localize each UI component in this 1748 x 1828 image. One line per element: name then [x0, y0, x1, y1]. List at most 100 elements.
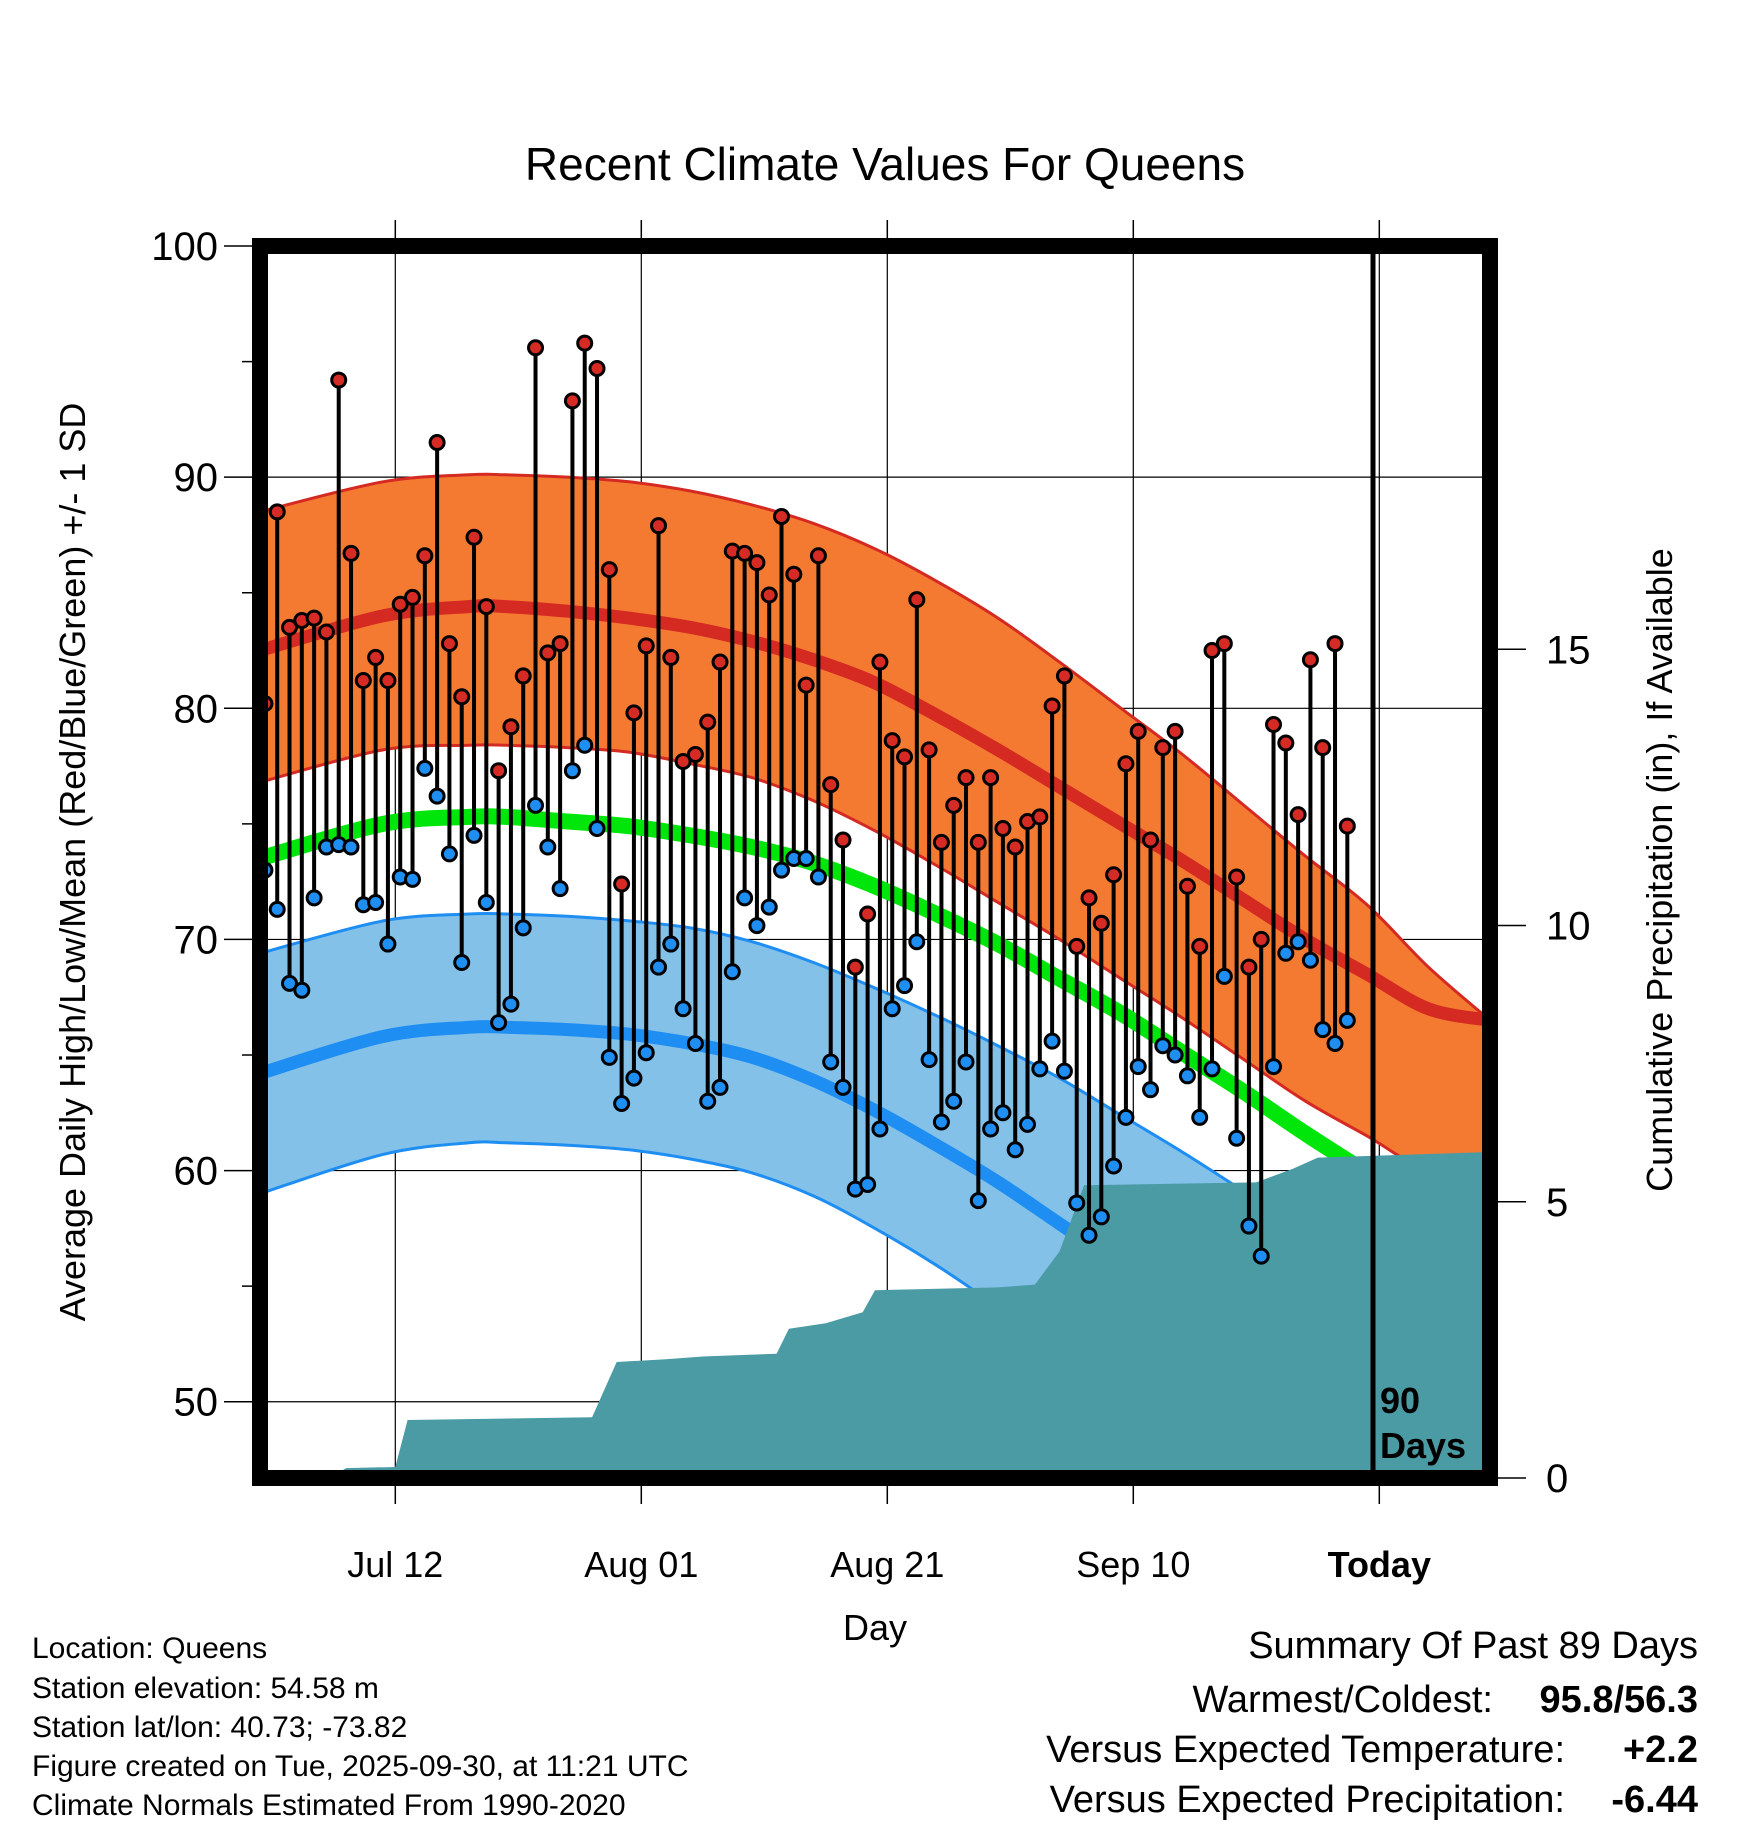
daily-high-point	[1006, 838, 1024, 856]
daily-high-point	[957, 769, 975, 787]
daily-low-point	[342, 838, 360, 856]
daily-high-point	[662, 648, 680, 666]
axis-ticks: Jul 12 Aug 01 Aug 21 Sep 10 Today50607080901…	[151, 220, 1591, 1585]
daily-high-point	[539, 644, 557, 662]
daily-low-point	[539, 838, 557, 856]
daily-low-point	[1055, 1062, 1073, 1080]
x-tick-label: Sep 10	[1076, 1544, 1190, 1585]
daily-low-point	[367, 893, 385, 911]
daily-low-point	[1178, 1067, 1196, 1085]
info-elevation: Station elevation: 54.58 m	[32, 1672, 379, 1705]
daily-low-point	[1080, 1226, 1098, 1244]
daily-high-point	[637, 637, 655, 655]
daily-high-point	[1043, 697, 1061, 715]
x-tick-label: Aug 21	[830, 1544, 944, 1585]
daily-high-point	[797, 676, 815, 694]
daily-low-point	[920, 1051, 938, 1069]
daily-high-point	[711, 653, 729, 671]
daily-low-point	[1289, 933, 1307, 951]
daily-high-point	[1289, 806, 1307, 824]
daily-range-stems	[262, 343, 1350, 1257]
daily-high-point	[625, 704, 643, 722]
daily-low-point	[502, 995, 520, 1013]
daily-low-point	[957, 1053, 975, 1071]
daily-high-point	[514, 667, 532, 685]
daily-low-point	[268, 900, 286, 918]
summary-warmest: 95.8	[1540, 1679, 1614, 1721]
daily-high-point	[969, 833, 987, 851]
daily-low-point	[1326, 1034, 1344, 1052]
daily-high-point	[1105, 866, 1123, 884]
daily-low-point	[969, 1192, 987, 1210]
daily-low-point	[945, 1092, 963, 1110]
daily-high-point	[994, 819, 1012, 837]
daily-low-point	[428, 787, 446, 805]
daily-low-point	[1203, 1060, 1221, 1078]
daily-high-point	[391, 595, 409, 613]
daily-low-point	[1191, 1108, 1209, 1126]
daily-low-point	[809, 868, 827, 886]
daily-low-point	[662, 935, 680, 953]
daily-low-point	[1277, 944, 1295, 962]
daily-high-point	[1142, 831, 1160, 849]
daily-low-point	[822, 1053, 840, 1071]
precip-area	[260, 1152, 1490, 1478]
daily-high-point	[563, 392, 581, 410]
daily-low-point	[551, 880, 569, 898]
daily-high-point	[1178, 877, 1196, 895]
daily-low-point	[1166, 1046, 1184, 1064]
daily-high-point	[1031, 808, 1049, 826]
summary-separator: /	[1613, 1679, 1624, 1721]
daily-high-point	[908, 591, 926, 609]
y2-axis-label: Cumulative Precipitation (in), If Availa…	[1639, 548, 1680, 1192]
daily-high-point	[1055, 667, 1073, 685]
high-upper-edge	[260, 472, 1490, 1022]
daily-low-point	[650, 958, 668, 976]
daily-low-point	[699, 1092, 717, 1110]
daily-low-point	[490, 1014, 508, 1032]
daily-high-point	[1326, 635, 1344, 653]
daily-high-point	[613, 875, 631, 893]
daily-low-point	[883, 1000, 901, 1018]
daily-low-point	[453, 954, 471, 972]
daily-high-point	[1203, 642, 1221, 660]
daily-low-point	[736, 889, 754, 907]
daily-low-point	[982, 1120, 1000, 1138]
daily-low-point	[416, 759, 434, 777]
daily-high-point	[317, 623, 335, 641]
today-marker-days-label: Days	[1380, 1425, 1466, 1466]
daily-high-point	[699, 713, 717, 731]
high-normal-line	[260, 599, 1490, 1027]
daily-high-point	[932, 833, 950, 851]
daily-low-point	[1338, 1011, 1356, 1029]
daily-low-point	[1154, 1037, 1172, 1055]
daily-low-point	[1105, 1157, 1123, 1175]
x-tick-label: Aug 01	[584, 1544, 698, 1585]
daily-markers	[260, 334, 1356, 1265]
daily-low-point	[465, 826, 483, 844]
daily-high-point	[1240, 958, 1258, 976]
daily-low-point	[527, 796, 545, 814]
daily-high-point	[551, 635, 569, 653]
daily-low-point	[1031, 1060, 1049, 1078]
daily-low-point	[1252, 1247, 1270, 1265]
daily-high-point	[809, 547, 827, 565]
daily-low-point	[379, 935, 397, 953]
y-tick-label: 70	[174, 918, 219, 962]
daily-low-point	[932, 1113, 950, 1131]
daily-high-point	[1265, 715, 1283, 733]
daily-high-point	[883, 732, 901, 750]
daily-high-point	[281, 618, 299, 636]
daily-high-point	[453, 688, 471, 706]
daily-low-point	[281, 974, 299, 992]
y-tick-label: 90	[174, 456, 219, 500]
info-normals: Climate Normals Estimated From 1990-2020	[32, 1789, 626, 1822]
summary-warm-cold-label: Warmest/Coldest:	[1192, 1679, 1493, 1721]
y-tick-label: 60	[174, 1150, 219, 1194]
daily-high-point	[1166, 722, 1184, 740]
daily-low-point	[600, 1048, 618, 1066]
y2-tick-label: 0	[1546, 1457, 1568, 1501]
info-created: Figure created on Tue, 2025-09-30, at 11…	[32, 1750, 689, 1783]
daily-low-point	[686, 1034, 704, 1052]
daily-low-point	[711, 1078, 729, 1096]
